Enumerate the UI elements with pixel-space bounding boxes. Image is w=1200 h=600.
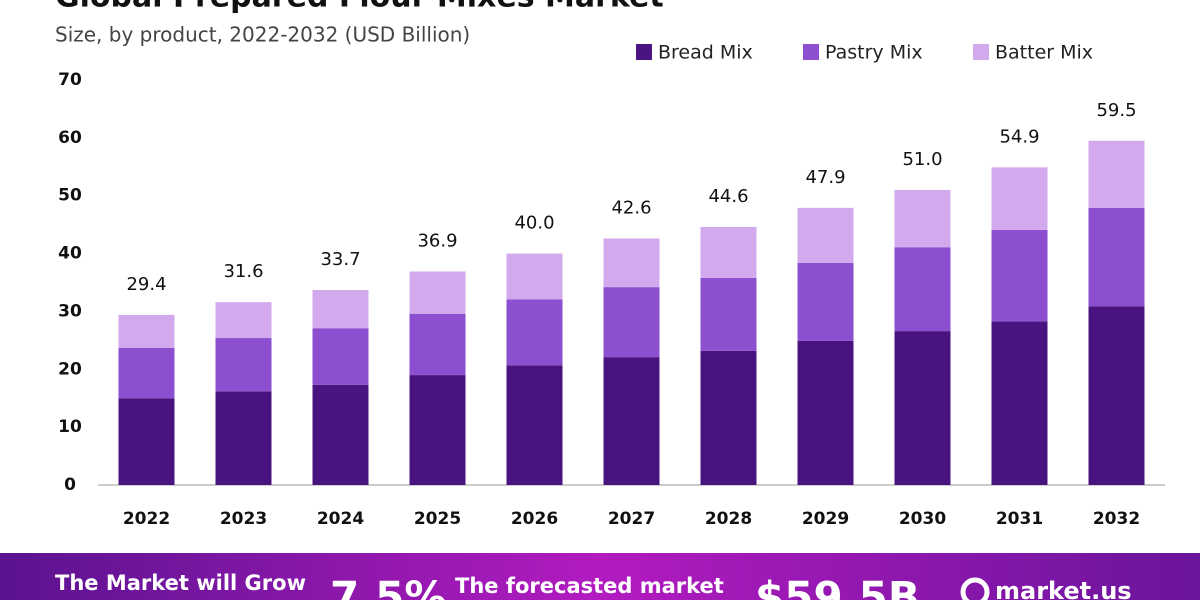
bar-segment <box>991 321 1048 485</box>
legend-swatch <box>803 44 819 60</box>
bar-segment <box>797 207 854 263</box>
total-label: 59.5 <box>1096 100 1136 121</box>
bar-segment <box>894 189 951 248</box>
footer-brand: market.us <box>995 577 1132 600</box>
total-label: 31.6 <box>223 261 263 282</box>
bar-segment <box>409 375 466 485</box>
bar-segment <box>603 238 660 288</box>
bar-segment <box>312 328 369 385</box>
y-tick-label: 30 <box>58 301 82 321</box>
footer-cagr: 7.5% <box>330 573 446 600</box>
total-label: 36.9 <box>417 231 457 252</box>
bar-segment <box>700 226 757 278</box>
x-tick-label: 2024 <box>317 509 364 529</box>
bar-segment <box>118 347 175 399</box>
bar-segment <box>312 290 369 329</box>
footer-grow: The Market will Grow <box>55 571 306 595</box>
bar-segment <box>506 365 563 485</box>
bar-segment <box>215 302 272 339</box>
x-tick-label: 2027 <box>608 509 655 529</box>
bar-segment <box>506 253 563 300</box>
legend-label: Pastry Mix <box>825 42 923 64</box>
legend-label: Batter Mix <box>995 42 1093 64</box>
total-label: 40.0 <box>514 213 554 234</box>
bar-segment <box>797 262 854 341</box>
footer-value: $59.5B <box>755 573 920 600</box>
bar-segment <box>312 384 369 485</box>
legend-swatch <box>636 44 652 60</box>
total-label: 44.6 <box>708 186 748 207</box>
x-tick-label: 2023 <box>220 509 267 529</box>
chart-subtitle: Size, by product, 2022-2032 (USD Billion… <box>55 23 470 47</box>
y-tick-label: 0 <box>64 475 76 495</box>
bar-segment <box>215 338 272 392</box>
y-tick-label: 20 <box>58 359 82 379</box>
total-label: 54.9 <box>999 126 1039 147</box>
y-tick-label: 60 <box>58 128 82 148</box>
bar-segment <box>894 247 951 332</box>
y-tick-label: 50 <box>58 186 82 206</box>
x-tick-label: 2022 <box>123 509 170 529</box>
bar-segment <box>409 271 466 314</box>
total-label: 51.0 <box>902 149 942 170</box>
bar-segment <box>215 391 272 485</box>
total-label: 47.9 <box>805 167 845 188</box>
bar-segment <box>409 313 466 376</box>
bar-segment <box>118 314 175 348</box>
x-tick-label: 2026 <box>511 509 558 529</box>
bar-segment <box>1088 207 1145 307</box>
x-tick-label: 2031 <box>996 509 1043 529</box>
bar-segment <box>118 398 175 485</box>
y-tick-label: 10 <box>58 417 82 437</box>
total-label: 42.6 <box>611 198 651 219</box>
x-tick-label: 2029 <box>802 509 849 529</box>
bar-segment <box>894 331 951 485</box>
brand-logo <box>960 577 990 600</box>
legend-label: Bread Mix <box>658 42 753 64</box>
total-label: 29.4 <box>126 274 166 295</box>
bar-segment <box>1088 140 1145 208</box>
total-label: 33.7 <box>320 249 360 270</box>
bar-segment <box>991 229 1048 322</box>
bar-segment <box>1088 306 1145 485</box>
bar-segment <box>700 277 757 351</box>
y-tick-label: 70 <box>58 70 82 90</box>
footer-band <box>0 553 1200 600</box>
bar-segment <box>991 167 1048 230</box>
x-tick-label: 2025 <box>414 509 461 529</box>
legend-swatch <box>973 44 989 60</box>
x-tick-label: 2030 <box>899 509 946 529</box>
footer-forecast: The forecasted market <box>455 574 724 598</box>
chart-title: Global Prepared Flour Mixes Market <box>55 0 664 15</box>
bar-segment <box>603 357 660 485</box>
x-tick-label: 2028 <box>705 509 752 529</box>
bar-segment <box>797 340 854 485</box>
y-tick-label: 40 <box>58 244 82 264</box>
bar-segment <box>603 287 660 358</box>
x-tick-label: 2032 <box>1093 509 1140 529</box>
bar-segment <box>506 299 563 366</box>
bar-segment <box>700 350 757 485</box>
